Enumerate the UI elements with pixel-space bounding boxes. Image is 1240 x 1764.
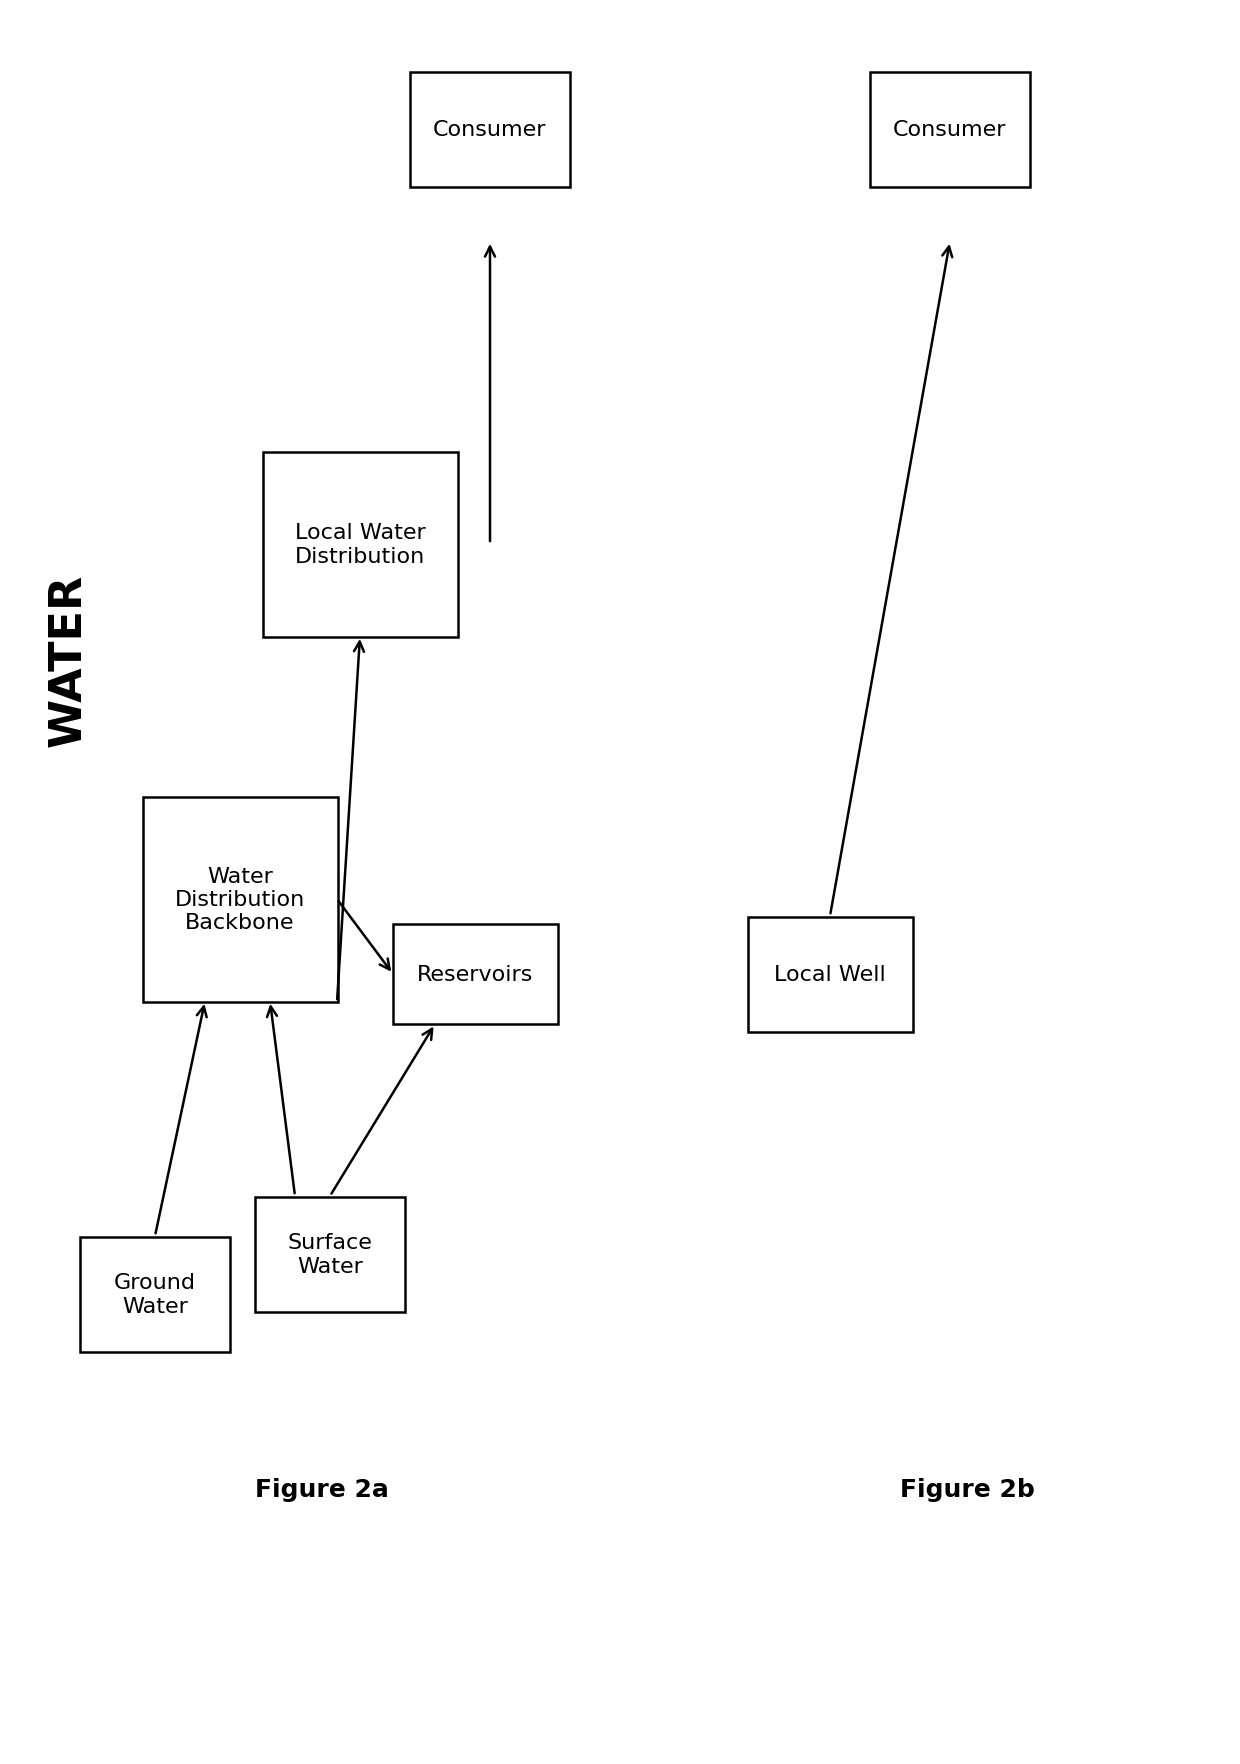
Bar bbox=[748, 917, 913, 1032]
Text: Local Well: Local Well bbox=[774, 965, 885, 984]
Text: Local Water
Distribution: Local Water Distribution bbox=[295, 524, 425, 566]
Text: Ground
Water: Ground Water bbox=[114, 1272, 196, 1316]
Text: Figure 2a: Figure 2a bbox=[255, 1476, 389, 1501]
Text: WATER: WATER bbox=[47, 573, 89, 746]
Bar bbox=[393, 924, 558, 1025]
Text: Consumer: Consumer bbox=[893, 120, 1007, 139]
Bar bbox=[255, 1196, 405, 1312]
Bar bbox=[81, 1237, 229, 1351]
Bar bbox=[143, 797, 337, 1002]
Bar bbox=[263, 452, 458, 637]
Text: Water
Distribution
Backbone: Water Distribution Backbone bbox=[175, 866, 305, 933]
Text: Figure 2b: Figure 2b bbox=[900, 1476, 1034, 1501]
Text: Consumer: Consumer bbox=[433, 120, 547, 139]
Bar bbox=[410, 72, 570, 187]
Text: Surface
Water: Surface Water bbox=[288, 1233, 372, 1275]
Text: Reservoirs: Reservoirs bbox=[417, 965, 533, 984]
Bar bbox=[870, 72, 1030, 187]
